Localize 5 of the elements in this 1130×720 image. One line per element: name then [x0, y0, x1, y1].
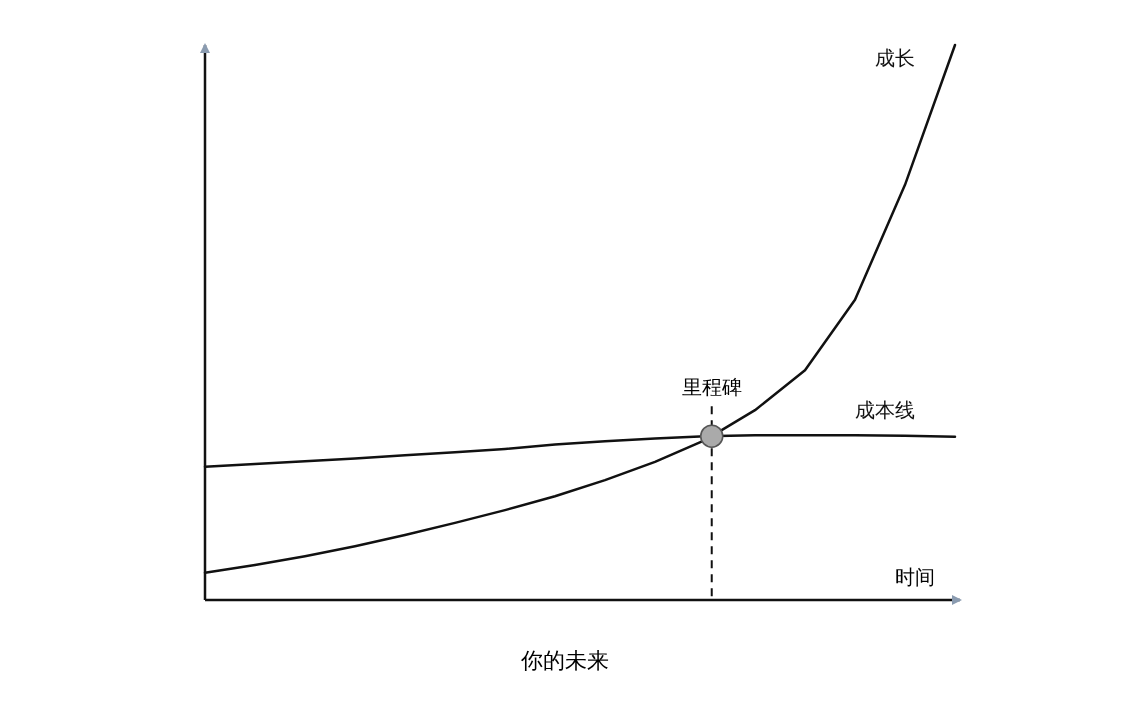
series-label: 成本线 — [855, 397, 915, 422]
text: 你的未来 — [520, 648, 609, 673]
series-label: 成长 — [875, 46, 915, 70]
annotation: 里程碑 — [681, 375, 742, 400]
x-axis-title: 时间 — [895, 565, 935, 589]
